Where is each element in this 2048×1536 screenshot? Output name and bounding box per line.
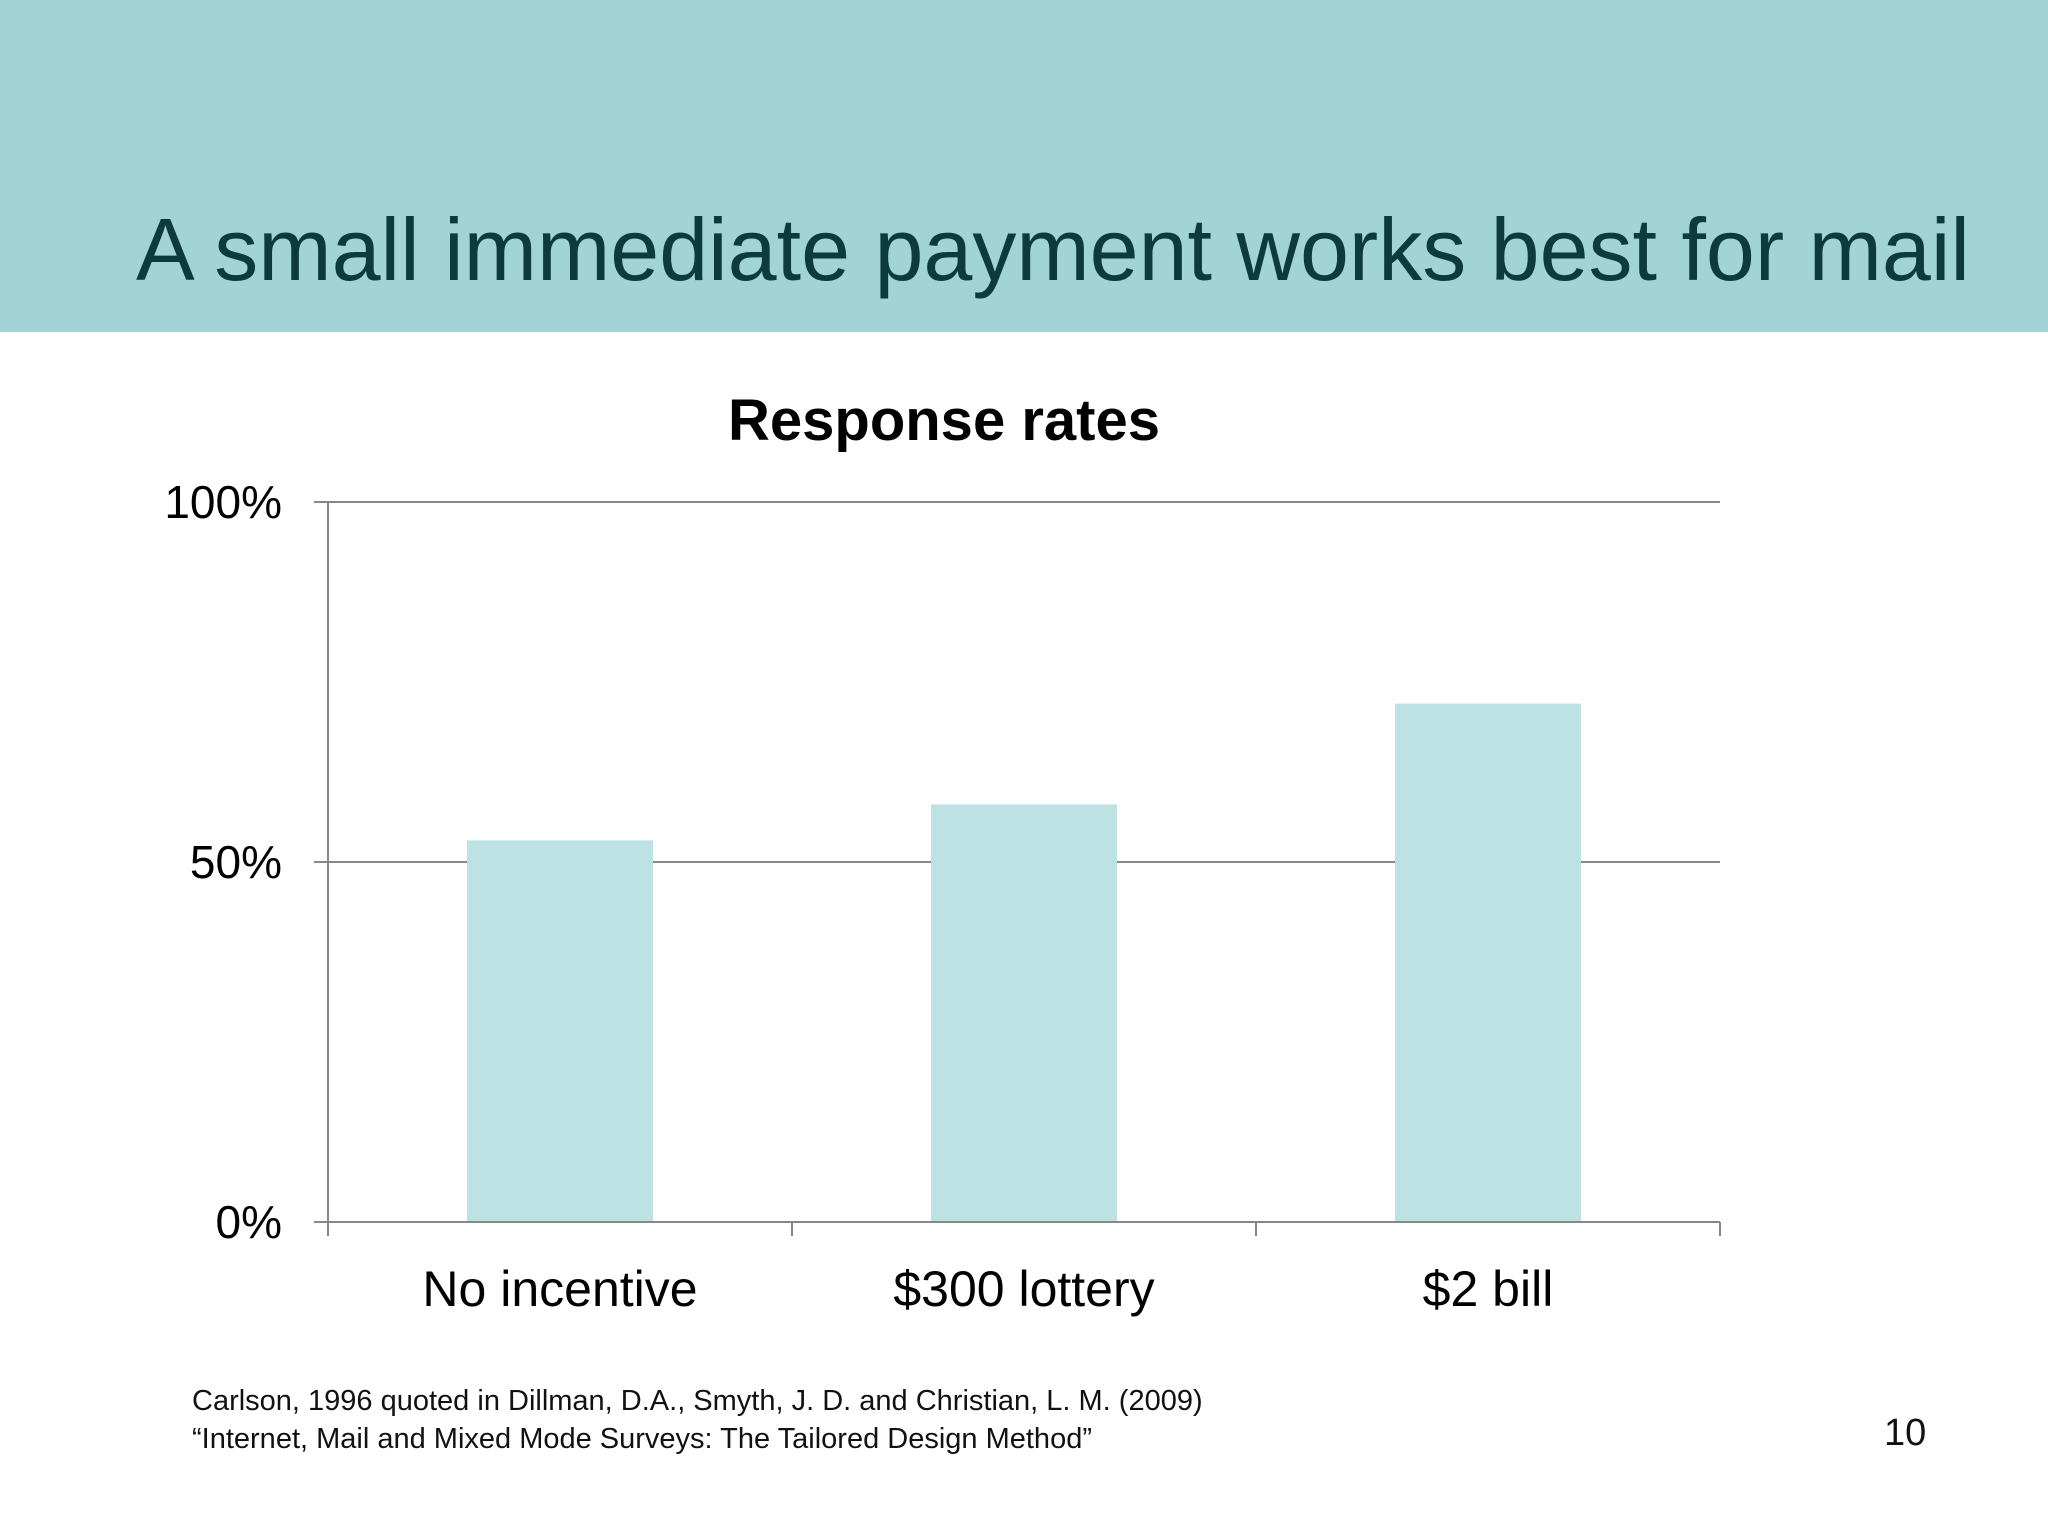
x-category-label-0: No incentive [422, 1261, 697, 1317]
citation-line-2: “Internet, Mail and Mixed Mode Surveys: … [192, 1423, 1092, 1455]
header-band [0, 0, 2048, 332]
y-tick-label-0: 0% [216, 1196, 282, 1248]
y-tick-label-2: 100% [164, 476, 282, 528]
citation: Carlson, 1996 quoted in Dillman, D.A., S… [192, 1382, 1203, 1458]
slide-title: A small immediate payment works best for… [136, 200, 1970, 299]
response-rates-chart: Response rates 0% 50% 100% No incentive $300 … [164, 388, 1721, 1317]
y-tick-label-1: 50% [190, 836, 282, 888]
x-category-label-1: $300 lottery [893, 1261, 1154, 1317]
chart-title: Response rates [728, 388, 1160, 453]
page-number: 10 [1884, 1412, 1927, 1454]
bar-1 [931, 804, 1117, 1222]
x-category-label-2: $2 bill [1423, 1261, 1554, 1317]
bar-0 [467, 840, 653, 1222]
bar-2 [1395, 703, 1581, 1222]
citation-line-1: Carlson, 1996 quoted in Dillman, D.A., S… [192, 1385, 1203, 1417]
